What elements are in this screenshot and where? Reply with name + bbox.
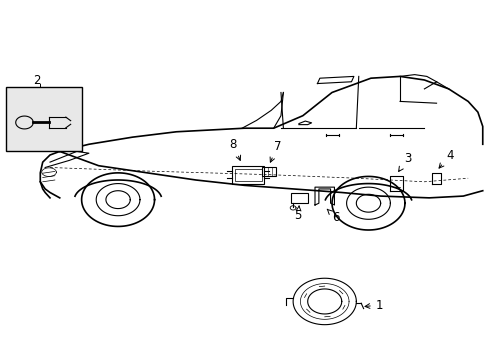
Text: 5: 5 xyxy=(294,206,301,222)
Text: 1: 1 xyxy=(365,298,383,312)
Bar xyxy=(232,166,264,184)
Bar xyxy=(234,168,261,181)
Text: 3: 3 xyxy=(398,152,410,171)
Text: 8: 8 xyxy=(229,138,240,160)
Text: 7: 7 xyxy=(269,140,281,162)
Text: 2: 2 xyxy=(33,73,40,86)
Bar xyxy=(290,193,307,203)
Bar xyxy=(6,87,81,152)
Bar xyxy=(261,167,276,176)
Text: 4: 4 xyxy=(438,149,453,168)
Text: 6: 6 xyxy=(326,209,339,224)
